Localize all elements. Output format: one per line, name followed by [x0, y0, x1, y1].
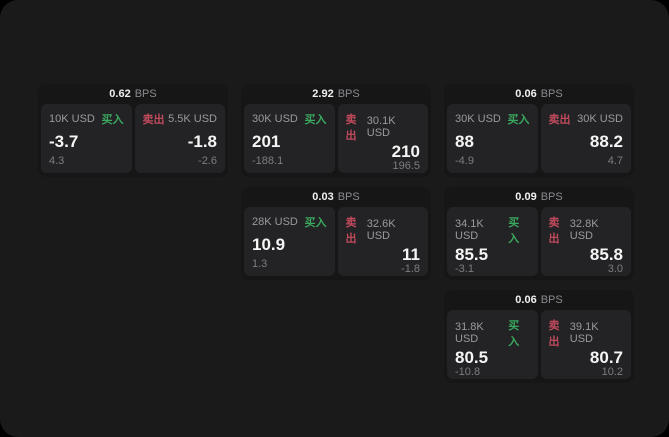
sell-price: 210: [391, 142, 420, 161]
buy-price: 85.5: [455, 245, 489, 264]
quote-panels: 28K USD 买入 10.9 1.3 卖出 32.6K USD 11 -1.8: [244, 207, 428, 276]
spread-unit-label: BPS: [540, 294, 563, 306]
sell-delta: 4.7: [607, 155, 623, 167]
buy-side-label: 买入: [508, 320, 520, 348]
quote-card: 0.62 BPS 10K USD 买入 -3.7 4.3 卖出 5.5K USD: [38, 84, 228, 177]
quote-card: 2.92 BPS 30K USD 买入 201 -188.1 卖出 30.1K …: [241, 84, 431, 177]
buy-panel[interactable]: 28K USD 买入 10.9 1.3: [244, 207, 335, 276]
buy-delta: 1.3: [252, 258, 268, 270]
buy-side-label: 买入: [508, 217, 520, 245]
sell-panel[interactable]: 卖出 30.1K USD 210 196.5: [337, 104, 428, 173]
buy-amount: 28K USD: [252, 216, 298, 228]
sell-side-label: 卖出: [548, 320, 560, 348]
sell-panel[interactable]: 卖出 39.1K USD 80.7 10.2: [540, 310, 631, 379]
buy-panel[interactable]: 34.1K USD 买入 85.5 -3.1: [447, 207, 538, 276]
buy-delta: -4.9: [455, 155, 474, 167]
sell-panel[interactable]: 卖出 32.6K USD 11 -1.8: [337, 207, 428, 276]
buy-amount: 30K USD: [455, 113, 501, 125]
buy-panel[interactable]: 31.8K USD 买入 80.5 -10.8: [447, 310, 538, 379]
sell-delta: -2.6: [198, 155, 217, 167]
spread-unit-label: BPS: [337, 191, 360, 203]
sell-panel[interactable]: 卖出 30K USD 88.2 4.7: [540, 104, 631, 173]
buy-side-label: 买入: [507, 114, 530, 126]
quote-card: 0.06 BPS 30K USD 买入 88 -4.9 卖出 30K USD: [444, 84, 634, 177]
sell-amount: 32.6K USD: [366, 218, 396, 242]
buy-side-label: 买入: [304, 114, 327, 126]
spread-unit-label: BPS: [337, 88, 360, 100]
buy-price: 10.9: [252, 234, 286, 254]
sell-side-label: 卖出: [345, 217, 357, 245]
buy-price: 88: [455, 131, 474, 151]
quote-panels: 10K USD 买入 -3.7 4.3 卖出 5.5K USD -1.8 -2.…: [41, 104, 225, 173]
spread-header: 0.09 BPS: [447, 187, 631, 207]
buy-amount: 10K USD: [49, 113, 95, 125]
spread-value: 2.92: [312, 88, 334, 100]
quote-panels: 30K USD 买入 88 -4.9 卖出 30K USD 88.2 4.7: [447, 104, 631, 173]
spread-header: 2.92 BPS: [244, 84, 428, 104]
sell-amount: 39.1K USD: [569, 321, 599, 345]
sell-amount: 30K USD: [577, 113, 623, 125]
quote-card: 0.06 BPS 31.8K USD 买入 80.5 -10.8 卖出 39.1…: [444, 290, 634, 383]
sell-delta: 196.5: [392, 160, 420, 172]
sell-panel[interactable]: 卖出 32.8K USD 85.8 3.0: [540, 207, 631, 276]
sell-price: -1.8: [187, 131, 217, 151]
spread-header: 0.06 BPS: [447, 290, 631, 310]
buy-price: 201: [252, 131, 281, 151]
buy-delta: -3.1: [455, 263, 474, 275]
spread-header: 0.03 BPS: [244, 187, 428, 207]
quote-card-grid: 0.62 BPS 10K USD 买入 -3.7 4.3 卖出 5.5K USD: [38, 84, 634, 383]
spread-value: 0.03: [312, 191, 334, 203]
spread-value: 0.62: [109, 88, 131, 100]
buy-delta: 4.3: [49, 155, 65, 167]
buy-price: -3.7: [49, 131, 79, 151]
quote-panels: 31.8K USD 买入 80.5 -10.8 卖出 39.1K USD 80.…: [447, 310, 631, 379]
sell-price: 80.7: [589, 348, 623, 367]
quote-card: 0.03 BPS 28K USD 买入 10.9 1.3 卖出 32.6K US…: [241, 187, 431, 280]
spread-value: 0.06: [515, 88, 537, 100]
sell-price: 11: [402, 245, 420, 264]
quote-panels: 34.1K USD 买入 85.5 -3.1 卖出 32.8K USD 85.8…: [447, 207, 631, 276]
spread-unit-label: BPS: [540, 88, 563, 100]
sell-delta: -1.8: [401, 263, 420, 275]
buy-side-label: 买入: [304, 217, 327, 229]
buy-amount: 34.1K USD: [455, 218, 484, 242]
spread-value: 0.09: [515, 191, 537, 203]
buy-panel[interactable]: 30K USD 买入 201 -188.1: [244, 104, 335, 173]
sell-delta: 10.2: [601, 366, 623, 378]
quote-card: 0.09 BPS 34.1K USD 买入 85.5 -3.1 卖出 32.8K…: [444, 187, 634, 280]
sell-price: 85.8: [589, 245, 623, 264]
buy-panel[interactable]: 30K USD 买入 88 -4.9: [447, 104, 538, 173]
buy-panel[interactable]: 10K USD 买入 -3.7 4.3: [41, 104, 132, 173]
buy-delta: -10.8: [455, 366, 481, 378]
sell-panel[interactable]: 卖出 5.5K USD -1.8 -2.6: [134, 104, 225, 173]
sell-amount: 32.8K USD: [569, 218, 599, 242]
spread-header: 0.06 BPS: [447, 84, 631, 104]
sell-side-label: 卖出: [345, 114, 357, 142]
buy-side-label: 买入: [101, 114, 124, 126]
sell-side-label: 卖出: [142, 114, 165, 126]
spread-unit-label: BPS: [540, 191, 563, 203]
buy-price: 80.5: [455, 348, 489, 367]
buy-delta: -188.1: [252, 155, 284, 167]
sell-amount: 30.1K USD: [366, 115, 396, 139]
sell-amount: 5.5K USD: [168, 113, 217, 125]
sell-side-label: 卖出: [548, 217, 560, 245]
buy-amount: 31.8K USD: [455, 321, 484, 345]
quote-panels: 30K USD 买入 201 -188.1 卖出 30.1K USD 210 1…: [244, 104, 428, 173]
buy-amount: 30K USD: [252, 113, 298, 125]
sell-delta: 3.0: [607, 263, 623, 275]
sell-price: 88.2: [589, 131, 623, 151]
spread-header: 0.62 BPS: [41, 84, 225, 104]
spread-value: 0.06: [515, 294, 537, 306]
sell-side-label: 卖出: [548, 114, 571, 126]
spread-unit-label: BPS: [134, 88, 157, 100]
